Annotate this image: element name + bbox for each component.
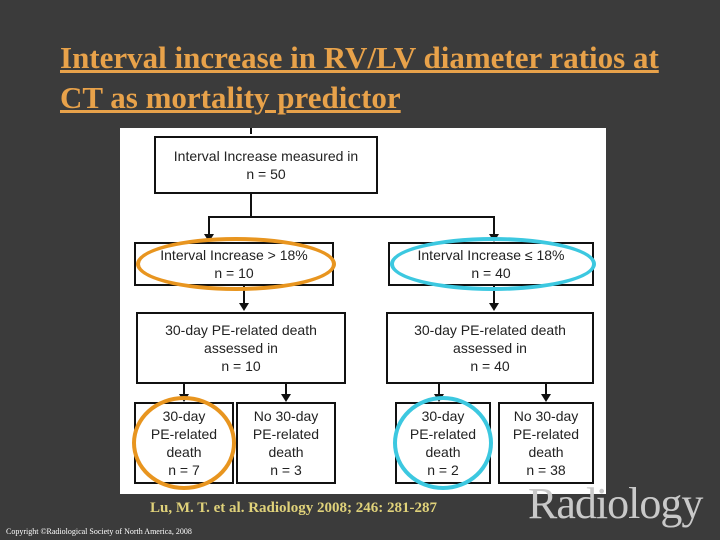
outcome-line4: n = 38 xyxy=(526,462,566,478)
outcome-line3: death xyxy=(425,444,461,460)
left-branch-connector xyxy=(208,216,210,236)
outcome-line1: 30-day xyxy=(421,408,465,424)
right-assess-line3: n = 40 xyxy=(470,358,510,374)
outcome-box-left-death: 30-day PE-related death n = 7 xyxy=(134,402,234,484)
outcome-line1: No 30-day xyxy=(513,408,579,424)
outcome-line1: 30-day xyxy=(162,408,206,424)
right-group-box: Interval Increase ≤ 18% n = 40 xyxy=(388,242,594,286)
right-branch-arrow xyxy=(489,234,499,242)
left-group-box: Interval Increase > 18% n = 10 xyxy=(134,242,334,286)
slide-title: Interval increase in RV/LV diameter rati… xyxy=(60,40,659,115)
journal-logo: Radiology xyxy=(528,479,703,528)
outcome-line2: PE-related xyxy=(252,426,320,442)
outcome-line4: n = 7 xyxy=(168,462,200,478)
right-outcome-connector-a xyxy=(438,384,440,396)
right-assess-arrow xyxy=(489,303,499,311)
right-assess-line1: 30-day PE-related death xyxy=(414,322,566,338)
right-outcome-arrow-b xyxy=(541,394,551,402)
right-assess-box: 30-day PE-related death assessed in n = … xyxy=(386,312,594,384)
outcome-box-left-no-death: No 30-day PE-related death n = 3 xyxy=(236,402,336,484)
left-assess-line3: n = 10 xyxy=(221,358,261,374)
citation: Lu, M. T. et al. Radiology 2008; 246: 28… xyxy=(150,500,437,516)
right-outcome-connector-b xyxy=(545,384,547,396)
left-assess-box: 30-day PE-related death assessed in n = … xyxy=(136,312,346,384)
left-outcome-arrow-b xyxy=(281,394,291,402)
left-outcome-connector-a xyxy=(183,384,185,396)
outcome-line3: death xyxy=(528,444,564,460)
outcome-line3: death xyxy=(166,444,202,460)
root-down-connector xyxy=(250,194,252,216)
outcome-box-right-no-death: No 30-day PE-related death n = 38 xyxy=(498,402,594,484)
outcome-line2: PE-related xyxy=(150,426,218,442)
root-top-connector xyxy=(250,128,252,134)
right-branch-connector xyxy=(493,216,495,236)
left-assess-connector xyxy=(243,286,245,304)
outcome-line1: No 30-day xyxy=(253,408,319,424)
copyright-notice: Copyright ©Radiological Society of North… xyxy=(6,527,192,536)
outcome-line3: death xyxy=(268,444,304,460)
left-group-line2: n = 10 xyxy=(214,265,254,281)
left-assess-line2: assessed in xyxy=(204,340,278,356)
root-box: Interval Increase measured in n = 50 xyxy=(154,136,378,194)
left-outcome-arrow-a xyxy=(179,394,189,402)
outcome-box-right-death: 30-day PE-related death n = 2 xyxy=(395,402,491,484)
outcome-line2: PE-related xyxy=(409,426,477,442)
left-outcome-connector-b xyxy=(285,384,287,396)
right-outcome-arrow-a xyxy=(434,394,444,402)
outcome-line2: PE-related xyxy=(512,426,580,442)
right-assess-connector xyxy=(493,286,495,304)
split-horizontal-connector xyxy=(208,216,494,218)
root-line2: n = 50 xyxy=(246,166,286,182)
root-line1: Interval Increase measured in xyxy=(173,148,359,164)
right-assess-line2: assessed in xyxy=(453,340,527,356)
left-assess-arrow xyxy=(239,303,249,311)
flowchart-panel: Interval Increase measured in n = 50 Int… xyxy=(120,128,606,494)
right-group-line2: n = 40 xyxy=(471,265,511,281)
left-assess-line1: 30-day PE-related death xyxy=(165,322,317,338)
left-group-line1: Interval Increase > 18% xyxy=(160,247,308,263)
outcome-line4: n = 3 xyxy=(270,462,302,478)
outcome-line4: n = 2 xyxy=(427,462,459,478)
left-branch-arrow xyxy=(204,234,214,242)
right-group-line1: Interval Increase ≤ 18% xyxy=(417,247,565,263)
